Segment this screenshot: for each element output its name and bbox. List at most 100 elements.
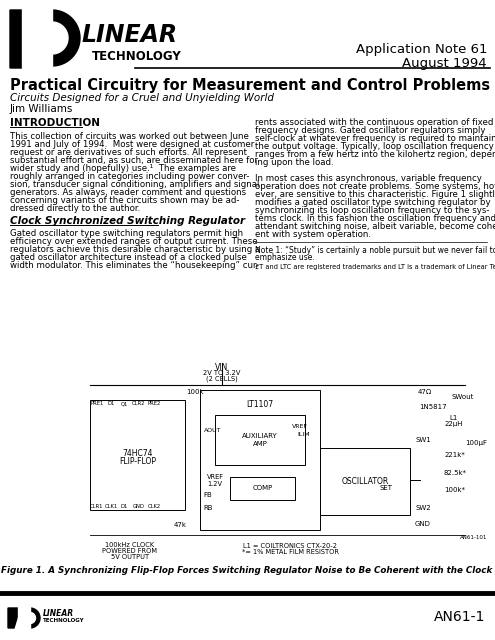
- Text: LINEAR: LINEAR: [82, 23, 178, 47]
- Text: Practical Circuitry for Measurement and Control Problems: Practical Circuitry for Measurement and …: [10, 78, 490, 93]
- Text: synchronizing its loop oscillation frequency to the sys-: synchronizing its loop oscillation frequ…: [255, 206, 490, 215]
- Text: 2V TO 3.2V: 2V TO 3.2V: [203, 370, 241, 376]
- Text: regulators achieve this desirable characteristic by using a: regulators achieve this desirable charac…: [10, 245, 260, 254]
- Bar: [215, 415, 305, 465]
- Text: operation does not create problems. Some systems, how-: operation does not create problems. Some…: [255, 182, 495, 191]
- Text: SWout: SWout: [452, 394, 474, 400]
- Text: ing upon the load.: ing upon the load.: [255, 158, 334, 167]
- Text: Gated oscillator type switching regulators permit high: Gated oscillator type switching regulato…: [10, 229, 243, 238]
- Text: £T and LTC are registered trademarks and LT is a trademark of Linear Technology : £T and LTC are registered trademarks and…: [255, 264, 495, 270]
- Polygon shape: [22, 8, 52, 68]
- Text: PRE2: PRE2: [148, 401, 161, 406]
- Text: 74HC74: 74HC74: [122, 449, 153, 458]
- Text: 100μF: 100μF: [465, 440, 487, 446]
- Text: August 1994: August 1994: [402, 58, 487, 70]
- Text: GND: GND: [133, 504, 145, 509]
- Text: L1 = COILTRONICS CTX-20-2: L1 = COILTRONICS CTX-20-2: [243, 543, 337, 549]
- Text: D1: D1: [120, 504, 128, 509]
- Text: FLIP-FLOP: FLIP-FLOP: [119, 458, 156, 467]
- Text: SW2: SW2: [415, 505, 431, 511]
- Bar: [90, 400, 185, 510]
- Text: CLR1: CLR1: [90, 504, 104, 509]
- Text: PRE1: PRE1: [90, 401, 103, 406]
- Text: substantial effort and, as such, are disseminated here for: substantial effort and, as such, are dis…: [10, 156, 258, 165]
- Text: 22μH: 22μH: [445, 421, 463, 427]
- Polygon shape: [8, 608, 20, 628]
- Text: *= 1% METAL FILM RESISTOR: *= 1% METAL FILM RESISTOR: [242, 549, 339, 555]
- Text: sion, transducer signal conditioning, amplifiers and signal: sion, transducer signal conditioning, am…: [10, 180, 259, 189]
- Text: FB: FB: [203, 492, 212, 498]
- Text: SET: SET: [380, 485, 393, 491]
- Text: 100k*: 100k*: [445, 487, 465, 493]
- Text: AOUT: AOUT: [204, 428, 221, 433]
- Text: concerning variants of the circuits shown may be ad-: concerning variants of the circuits show…: [10, 196, 240, 205]
- Text: CLR2: CLR2: [132, 401, 146, 406]
- Text: 1N5817: 1N5817: [419, 404, 447, 410]
- Text: SW1: SW1: [415, 437, 431, 443]
- Text: roughly arranged in categories including power conver-: roughly arranged in categories including…: [10, 172, 249, 181]
- Text: gated oscillator architecture instead of a clocked pulse: gated oscillator architecture instead of…: [10, 253, 247, 262]
- Text: wider study and (hopefully) use.¹  The examples are: wider study and (hopefully) use.¹ The ex…: [10, 164, 236, 173]
- Text: 100kHz CLOCK: 100kHz CLOCK: [105, 542, 154, 548]
- Text: OSCILLATOR: OSCILLATOR: [342, 477, 389, 486]
- Text: 1991 and July of 1994.  Most were designed at customer: 1991 and July of 1994. Most were designe…: [10, 140, 254, 149]
- Text: Q1: Q1: [120, 401, 128, 406]
- Text: L1: L1: [450, 415, 458, 421]
- Text: generators. As always, reader comment and questions: generators. As always, reader comment an…: [10, 188, 246, 197]
- Text: GND: GND: [415, 521, 431, 527]
- Text: AN61-1: AN61-1: [434, 610, 485, 624]
- Text: self-clock at whatever frequency is required to maintain: self-clock at whatever frequency is requ…: [255, 134, 495, 143]
- Text: This collection of circuits was worked out between June: This collection of circuits was worked o…: [10, 132, 249, 141]
- Text: POWERED FROM: POWERED FROM: [102, 548, 157, 554]
- Text: INTRODUCTION: INTRODUCTION: [10, 118, 100, 128]
- Text: request or are derivatives of such efforts. All represent: request or are derivatives of such effor…: [10, 148, 247, 157]
- Text: (2 CELLS): (2 CELLS): [206, 376, 238, 383]
- Text: ent with system operation.: ent with system operation.: [255, 230, 371, 239]
- Text: D1: D1: [107, 401, 115, 406]
- Text: Note 1: “Study” is certainly a noble pursuit but we never fail to: Note 1: “Study” is certainly a noble pur…: [255, 246, 495, 255]
- Polygon shape: [10, 10, 40, 68]
- Text: AUXILIARY
AMP: AUXILIARY AMP: [242, 433, 278, 447]
- Text: 1.2V: 1.2V: [207, 481, 222, 487]
- Text: Figure 1. A Synchronizing Flip-Flop Forces Switching Regulator Noise to Be Coher: Figure 1. A Synchronizing Flip-Flop Forc…: [1, 566, 493, 575]
- Text: AN61-101: AN61-101: [460, 535, 487, 540]
- Text: Jim Williams: Jim Williams: [10, 104, 73, 114]
- Text: 82.5k*: 82.5k*: [444, 470, 466, 476]
- Text: TECHNOLOGY: TECHNOLOGY: [92, 51, 182, 63]
- Text: Clock Synchronized Switching Regulator: Clock Synchronized Switching Regulator: [10, 216, 245, 226]
- Text: LINEAR: LINEAR: [43, 609, 74, 618]
- Text: emphasize use.: emphasize use.: [255, 253, 315, 262]
- Text: ever, are sensitive to this characteristic. Figure 1 slightly: ever, are sensitive to this characterist…: [255, 190, 495, 199]
- Text: Circuits Designed for a Cruel and Unyielding World: Circuits Designed for a Cruel and Unyiel…: [10, 93, 274, 103]
- Text: frequency designs. Gated oscillator regulators simply: frequency designs. Gated oscillator regu…: [255, 126, 486, 135]
- Text: VIN: VIN: [215, 363, 229, 372]
- Polygon shape: [24, 10, 80, 66]
- Text: attendant switching noise, albeit variable, become coher-: attendant switching noise, albeit variab…: [255, 222, 495, 231]
- Text: rents associated with the continuous operation of fixed: rents associated with the continuous ope…: [255, 118, 494, 127]
- Bar: [200, 390, 320, 530]
- Text: In most cases this asynchronous, variable frequency: In most cases this asynchronous, variabl…: [255, 174, 482, 183]
- Polygon shape: [25, 612, 36, 623]
- Text: modifies a gated oscillator type switching regulator by: modifies a gated oscillator type switchi…: [255, 198, 491, 207]
- Text: LT1107: LT1107: [247, 400, 274, 409]
- Text: 100k: 100k: [186, 389, 204, 395]
- Polygon shape: [18, 606, 30, 630]
- Bar: [230, 477, 295, 500]
- Text: 5V OUTPUT: 5V OUTPUT: [111, 554, 149, 560]
- Text: VREF: VREF: [292, 424, 308, 429]
- Text: tems clock. In this fashion the oscillation frequency and its: tems clock. In this fashion the oscillat…: [255, 214, 495, 223]
- Text: COMP: COMP: [252, 486, 273, 492]
- Text: 47k: 47k: [174, 522, 187, 528]
- Text: 47Ω: 47Ω: [418, 389, 432, 395]
- Text: ranges from a few hertz into the kilohertz region, depend-: ranges from a few hertz into the kiloher…: [255, 150, 495, 159]
- Text: CLK2: CLK2: [148, 504, 160, 509]
- Polygon shape: [36, 22, 68, 54]
- Text: ILIM: ILIM: [297, 433, 310, 438]
- Text: efficiency over extended ranges of output current. These: efficiency over extended ranges of outpu…: [10, 237, 257, 246]
- Polygon shape: [20, 608, 40, 628]
- Text: VREF: VREF: [207, 474, 224, 480]
- Text: RB: RB: [203, 505, 212, 511]
- Bar: [320, 448, 410, 515]
- Text: dressed directly to the author.: dressed directly to the author.: [10, 204, 140, 213]
- Text: CLK1: CLK1: [104, 504, 118, 509]
